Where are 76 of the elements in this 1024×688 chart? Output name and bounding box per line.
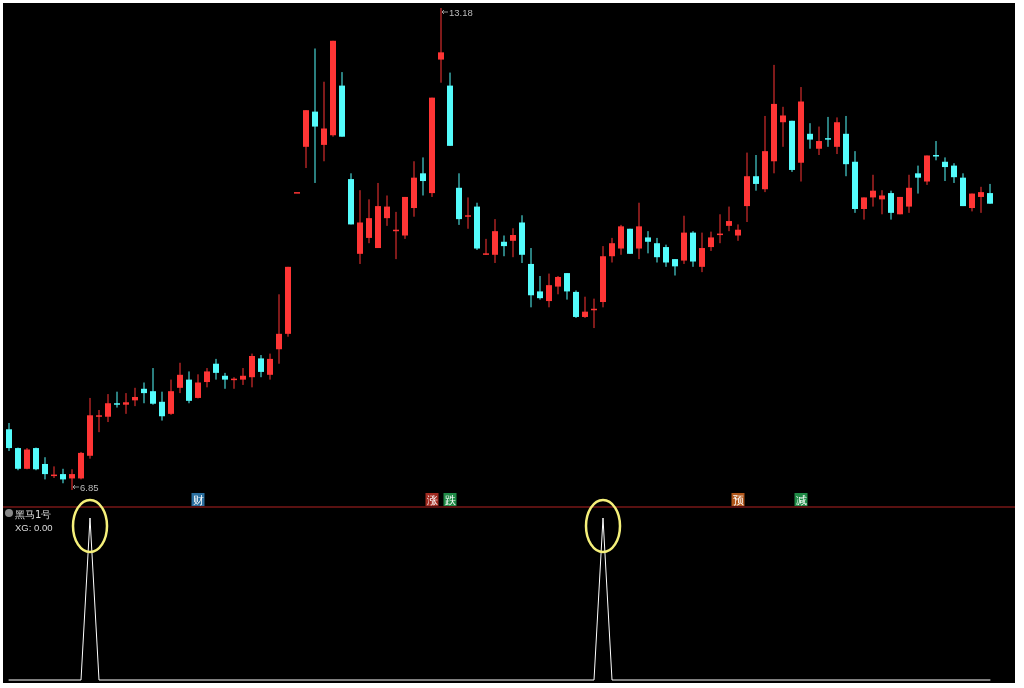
candlestick (978, 186, 984, 214)
candlestick (114, 391, 120, 409)
candlestick (663, 244, 669, 268)
text: 减 (795, 493, 807, 507)
text: 涨 (426, 493, 438, 507)
candlestick (582, 296, 588, 319)
candlestick (438, 7, 444, 84)
candlestick (195, 373, 201, 399)
annotation: XG: 0.00 (15, 522, 53, 533)
candlestick (420, 156, 426, 196)
candlestick (915, 165, 921, 195)
candlestick (807, 122, 813, 150)
text: 预 (732, 493, 744, 507)
candlestick (906, 174, 912, 214)
candlestick (213, 358, 219, 381)
candlestick (366, 198, 372, 244)
annotation: 13.18 (449, 6, 473, 18)
candlestick (987, 183, 993, 205)
candlestick (546, 273, 552, 308)
candlestick (618, 224, 624, 256)
candlestick (672, 258, 678, 277)
candlestick (726, 206, 732, 232)
candlestick (204, 367, 210, 388)
candlestick (159, 391, 165, 422)
candlestick (537, 275, 543, 301)
candlestick (186, 370, 192, 404)
candlestick (492, 218, 498, 264)
candlestick (501, 235, 507, 257)
candlestick (177, 362, 183, 394)
candlestick (240, 367, 246, 386)
candlestick (609, 237, 615, 263)
candlestick (312, 47, 318, 184)
candlestick (60, 468, 66, 484)
candlestick (780, 106, 786, 148)
candlestick (69, 468, 75, 491)
text: 财 (192, 493, 204, 507)
candlestick (753, 154, 759, 192)
candlestick (510, 227, 516, 258)
candlestick (636, 202, 642, 260)
candlestick (708, 231, 714, 252)
chart-title: 黑马1号 (15, 508, 52, 520)
candlestick (276, 293, 282, 365)
candlestick (168, 379, 174, 416)
candlestick (735, 223, 741, 242)
candlestick (6, 422, 12, 452)
candlestick (42, 456, 48, 480)
candlestick (132, 387, 138, 407)
candlestick (555, 275, 561, 295)
candlestick (816, 126, 822, 156)
candlestick (150, 367, 156, 406)
candlestick (483, 238, 489, 256)
candlestick (825, 116, 831, 148)
candlestick (258, 354, 264, 378)
candlestick (888, 190, 894, 221)
candlestick (861, 196, 867, 221)
candlestick (699, 232, 705, 273)
candlestick (465, 196, 471, 230)
candlestick (249, 353, 255, 388)
candlestick (123, 392, 129, 415)
candlestick (321, 81, 327, 162)
candlestick (384, 195, 390, 227)
candlestick (105, 393, 111, 423)
candlestick (564, 272, 570, 301)
candlestick (933, 140, 939, 161)
candlestick (951, 162, 957, 184)
candlestick (222, 372, 228, 390)
text: 跌 (444, 493, 456, 507)
candlestick (267, 353, 273, 381)
candlestick (645, 230, 651, 254)
annotation: 6.85 (80, 481, 99, 493)
candlestick (96, 409, 102, 433)
candlestick (879, 189, 885, 215)
candlestick (141, 382, 147, 404)
candlestick (870, 174, 876, 208)
candlestick (654, 237, 660, 263)
candlestick (942, 156, 948, 182)
